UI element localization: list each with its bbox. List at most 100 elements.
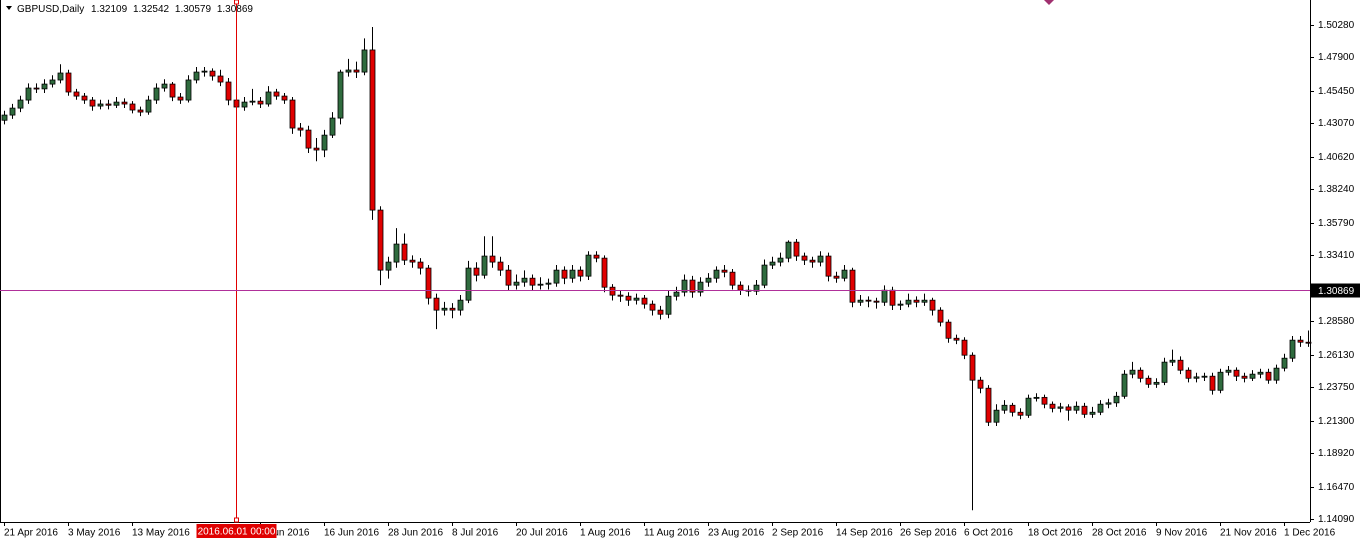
candle-body — [465, 267, 472, 301]
candle-body — [273, 91, 280, 97]
candle-body — [377, 209, 384, 271]
candle-body — [353, 69, 360, 73]
candle-body — [673, 291, 680, 297]
candle-body — [793, 241, 800, 257]
candle-body — [1265, 371, 1272, 381]
candle-body — [57, 72, 64, 81]
candle-body — [681, 279, 688, 293]
candle-body — [105, 103, 112, 106]
candle-body — [1217, 371, 1224, 391]
candle-body — [401, 243, 408, 261]
candle-body — [121, 101, 128, 105]
candle-body — [809, 259, 816, 263]
x-tick-label: 6 Oct 2016 — [964, 528, 1013, 539]
candle-body — [729, 271, 736, 286]
candle-body — [1009, 404, 1016, 413]
candle-body — [1145, 377, 1152, 385]
y-tick-label: 1.28580 — [1318, 316, 1355, 327]
candle-body — [457, 299, 464, 311]
candle-body — [569, 269, 576, 279]
candle-body — [561, 269, 568, 279]
candle-body — [593, 254, 600, 259]
candle-body — [961, 339, 968, 356]
candle-body — [1201, 375, 1208, 378]
candle-body — [857, 299, 864, 303]
x-tick-label: 14 Sep 2016 — [836, 528, 893, 539]
candle-body — [361, 49, 368, 73]
candle-body — [929, 299, 936, 311]
candle-body — [1033, 396, 1040, 399]
candle-body — [553, 269, 560, 284]
y-tick-label: 1.21300 — [1318, 416, 1355, 427]
candle-body — [113, 101, 120, 106]
y-tick-label: 1.18920 — [1318, 448, 1355, 459]
candle-body — [1177, 359, 1184, 371]
candle-body — [1049, 403, 1056, 409]
y-tick-label: 1.16470 — [1318, 482, 1355, 493]
candle-body — [657, 309, 664, 315]
candle-body — [177, 96, 184, 101]
candle-body — [9, 107, 16, 116]
y-tick-label: 1.40620 — [1318, 152, 1355, 163]
y-tick-label: 1.35790 — [1318, 218, 1355, 229]
candle-body — [1273, 367, 1280, 381]
candle-body — [1017, 411, 1024, 416]
candle-body — [537, 283, 544, 286]
candle-body — [769, 261, 776, 266]
candle-body — [249, 100, 256, 103]
x-tick-label: 6 Jun 2016 — [260, 528, 310, 539]
x-tick-label: 2 Sep 2016 — [772, 528, 824, 539]
candle-body — [665, 295, 672, 315]
candle-body — [1089, 411, 1096, 415]
candle-body — [953, 337, 960, 341]
candle-body — [425, 267, 432, 299]
candle-body — [369, 49, 376, 211]
x-tick-label: 9 Nov 2016 — [1156, 528, 1208, 539]
x-tick-label: 13 May 2016 — [132, 528, 190, 539]
candle-body — [833, 275, 840, 279]
header-arrow — [6, 6, 12, 10]
y-tick-label: 1.50280 — [1318, 20, 1355, 31]
candle-body — [897, 303, 904, 306]
candle-body — [345, 69, 352, 73]
header-low: 1.30579 — [175, 4, 212, 15]
y-tick-label: 1.14090 — [1318, 514, 1355, 525]
y-tick-label: 1.23750 — [1318, 382, 1355, 393]
crosshair-time-label: 2016.06.01 00:00 — [198, 527, 276, 538]
candle-body — [969, 354, 976, 381]
candle-body — [1137, 369, 1144, 379]
candle-body — [841, 269, 848, 279]
candle-body — [713, 269, 720, 279]
candle-body — [209, 70, 216, 77]
candle-body — [481, 255, 488, 276]
candle-body — [1025, 397, 1032, 416]
crosshair-end — [234, 517, 239, 523]
candle-body — [1057, 406, 1064, 409]
candle-body — [185, 79, 192, 101]
candle-body — [473, 267, 480, 276]
y-tick-label: 1.47900 — [1318, 52, 1355, 63]
candle-body — [977, 379, 984, 389]
candle-body — [1073, 405, 1080, 411]
candle-body — [529, 277, 536, 286]
candle-body — [1097, 403, 1104, 413]
candle-body — [225, 81, 232, 101]
candle-body — [1305, 341, 1312, 344]
candle-body — [1297, 339, 1304, 343]
candle-body — [433, 297, 440, 311]
candle-body — [1257, 371, 1264, 375]
candle-body — [849, 269, 856, 303]
crosshair-end — [234, 0, 239, 5]
candle-body — [801, 255, 808, 261]
x-tick-label: 1 Dec 2016 — [1284, 528, 1336, 539]
candle-body — [1, 114, 8, 121]
candle-body — [25, 87, 32, 101]
candle-body — [297, 127, 304, 131]
candle-body — [41, 83, 48, 90]
candle-body — [1241, 375, 1248, 379]
candle-body — [993, 409, 1000, 423]
candle-body — [1001, 404, 1008, 411]
candle-body — [545, 282, 552, 285]
candle-body — [641, 297, 648, 305]
